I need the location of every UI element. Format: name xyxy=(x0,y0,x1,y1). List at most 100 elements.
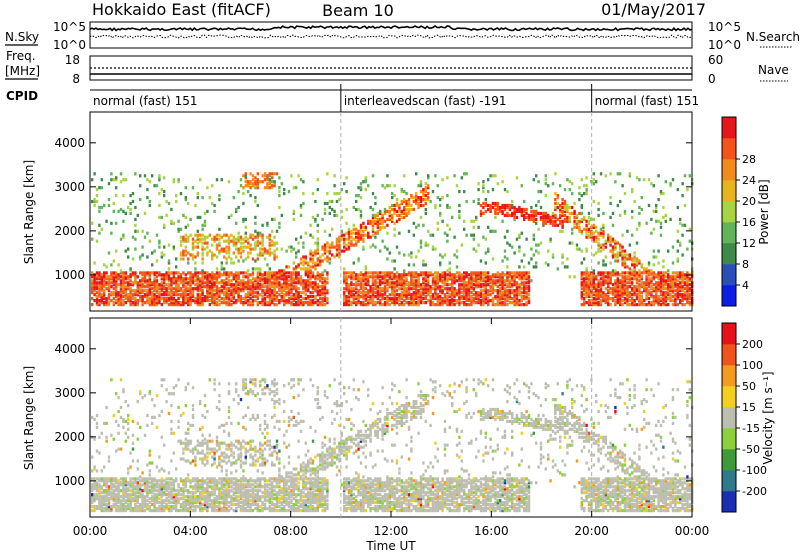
range-cell xyxy=(592,271,595,275)
range-cell xyxy=(518,209,521,213)
range-cell xyxy=(237,247,240,251)
range-cell xyxy=(544,211,547,215)
range-cell xyxy=(98,489,101,493)
range-cell xyxy=(511,285,514,289)
range-cell xyxy=(263,186,267,190)
range-cell xyxy=(383,207,387,212)
range-cell xyxy=(347,295,351,299)
range-cell xyxy=(628,273,631,277)
range-cell xyxy=(266,271,269,275)
range-cell xyxy=(446,287,449,291)
range-cell xyxy=(117,209,120,213)
range-cell xyxy=(98,491,101,495)
range-cell xyxy=(367,295,370,299)
range-cell xyxy=(280,295,283,299)
range-cell xyxy=(386,289,389,293)
range-cell xyxy=(110,275,113,279)
range-cell xyxy=(631,209,634,213)
range-cell xyxy=(635,293,639,297)
range-cell xyxy=(261,279,264,283)
range-cell xyxy=(679,299,682,303)
range-cell xyxy=(203,221,207,225)
range-cell xyxy=(237,237,240,241)
range-cell xyxy=(479,203,483,208)
range-cell xyxy=(484,271,487,275)
range-cell xyxy=(203,295,207,299)
range-cell xyxy=(655,285,658,289)
range-cell xyxy=(611,273,615,277)
range-cell xyxy=(127,299,130,303)
range-cell xyxy=(131,459,135,463)
range-cell xyxy=(467,291,471,295)
range-cell xyxy=(424,301,427,305)
range-cell xyxy=(160,289,163,293)
range-cell xyxy=(679,295,682,299)
range-cell xyxy=(326,273,329,277)
range-cell xyxy=(302,283,305,287)
range-cell xyxy=(623,291,627,295)
range-cell xyxy=(621,291,624,295)
range-cell xyxy=(194,261,197,265)
range-cell xyxy=(201,257,204,261)
range-cell xyxy=(379,227,382,231)
range-cell xyxy=(494,201,497,206)
range-cell xyxy=(251,301,255,305)
range-cell xyxy=(580,231,583,235)
range-cell xyxy=(391,196,394,200)
range-cell xyxy=(187,287,190,291)
range-cell xyxy=(513,217,516,221)
range-cell xyxy=(614,255,617,259)
range-cell xyxy=(122,285,125,289)
range-cell xyxy=(242,279,245,283)
range-cell xyxy=(479,289,483,293)
range-cell xyxy=(448,273,451,277)
range-cell xyxy=(167,287,171,291)
range-cell xyxy=(122,303,125,307)
range-cell xyxy=(539,241,543,245)
range-cell xyxy=(434,291,437,295)
range-cell xyxy=(134,503,137,507)
range-cell xyxy=(158,239,161,243)
range-cell xyxy=(671,283,675,287)
range-cell xyxy=(292,293,295,297)
range-cell xyxy=(165,283,168,287)
range-cell xyxy=(599,291,603,295)
range-cell xyxy=(381,221,384,225)
range-cell xyxy=(143,273,147,277)
range-cell xyxy=(427,293,430,297)
range-cell xyxy=(487,247,490,251)
range-cell xyxy=(158,215,161,219)
range-cell xyxy=(93,497,96,501)
range-cell xyxy=(439,261,442,265)
range-cell xyxy=(223,291,226,295)
range-cell xyxy=(393,227,396,231)
range-cell xyxy=(249,301,252,305)
range-cell xyxy=(117,291,120,295)
range-cell xyxy=(91,489,94,493)
range-cell xyxy=(496,293,499,297)
range-cell xyxy=(256,172,259,176)
range-cell xyxy=(614,289,617,293)
range-cell xyxy=(254,196,257,200)
range-cell xyxy=(292,217,295,221)
range-cell xyxy=(208,233,211,237)
range-cell xyxy=(431,233,435,237)
range-cell xyxy=(518,291,521,295)
range-cell xyxy=(410,275,413,279)
range-cell xyxy=(242,237,245,241)
range-cell xyxy=(364,267,367,271)
range-cell xyxy=(295,277,298,281)
range-cell xyxy=(235,241,238,245)
range-cell xyxy=(175,283,178,287)
range-cell xyxy=(299,301,303,305)
range-cell xyxy=(249,279,252,283)
range-cell xyxy=(335,213,339,217)
range-cell xyxy=(311,299,315,303)
range-cell xyxy=(225,281,228,285)
range-cell xyxy=(103,501,106,505)
range-cell xyxy=(345,176,348,180)
range-cell xyxy=(211,237,214,241)
range-cell xyxy=(107,507,111,511)
range-cell xyxy=(287,190,291,194)
